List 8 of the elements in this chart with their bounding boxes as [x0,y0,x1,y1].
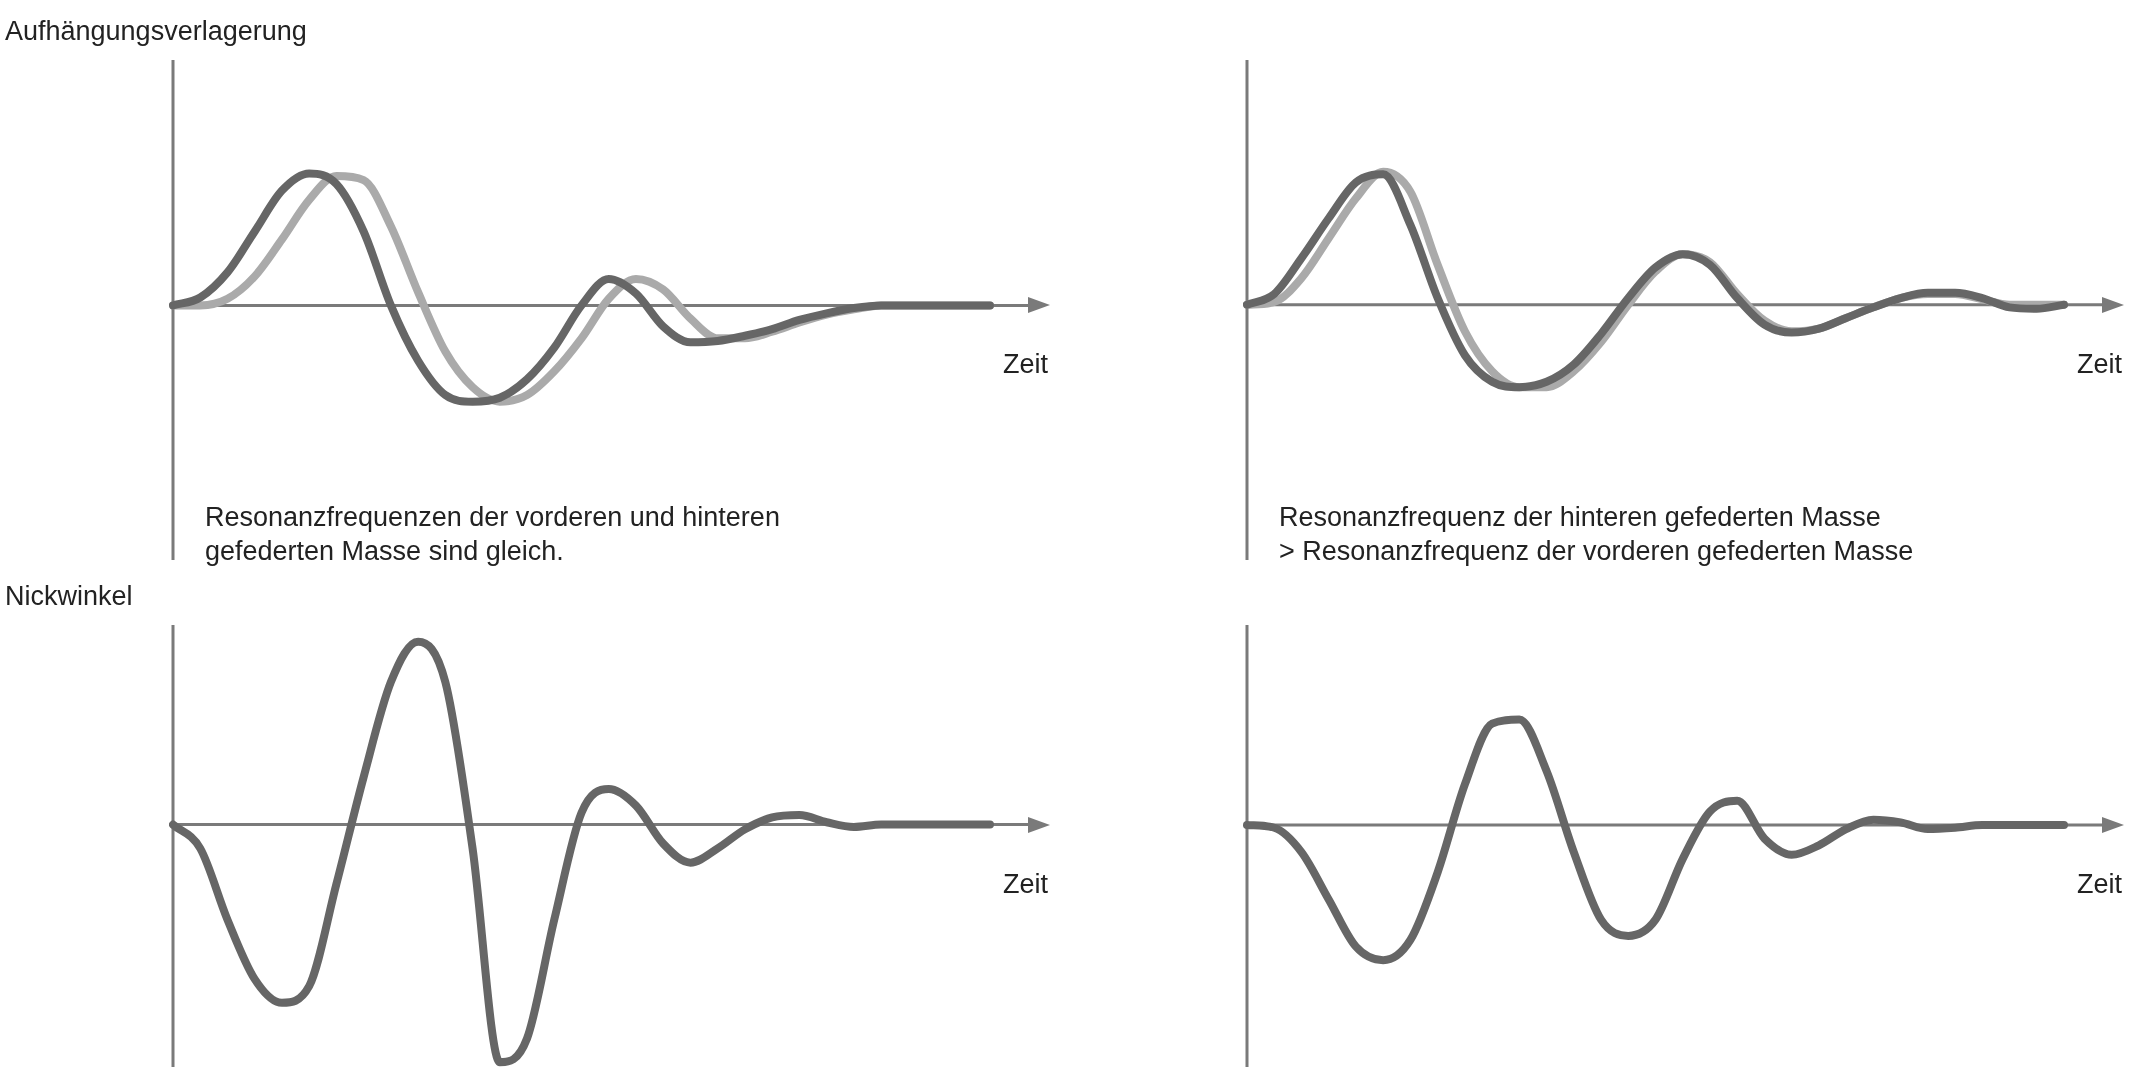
x-axis-title: Zeit [2076,869,2122,901]
y-axis-title: Aufhängungsverlagerung [5,16,307,47]
text: Resonanzfrequenzen der vorderen und hinteren gefederten Masse sind gleich. [205,500,780,568]
x-axis-title: Zeit [1002,868,1048,900]
x-axis-title: Zeit [2076,348,2122,380]
x-axis-title: Zeit [1002,349,1048,381]
text: Resonanzfrequenz der hinteren gefederten Masse > Resonanzfrequenz der vorderen gefederten Masse [1279,500,1914,568]
y-axis-title: Nickwinkel [5,581,133,612]
